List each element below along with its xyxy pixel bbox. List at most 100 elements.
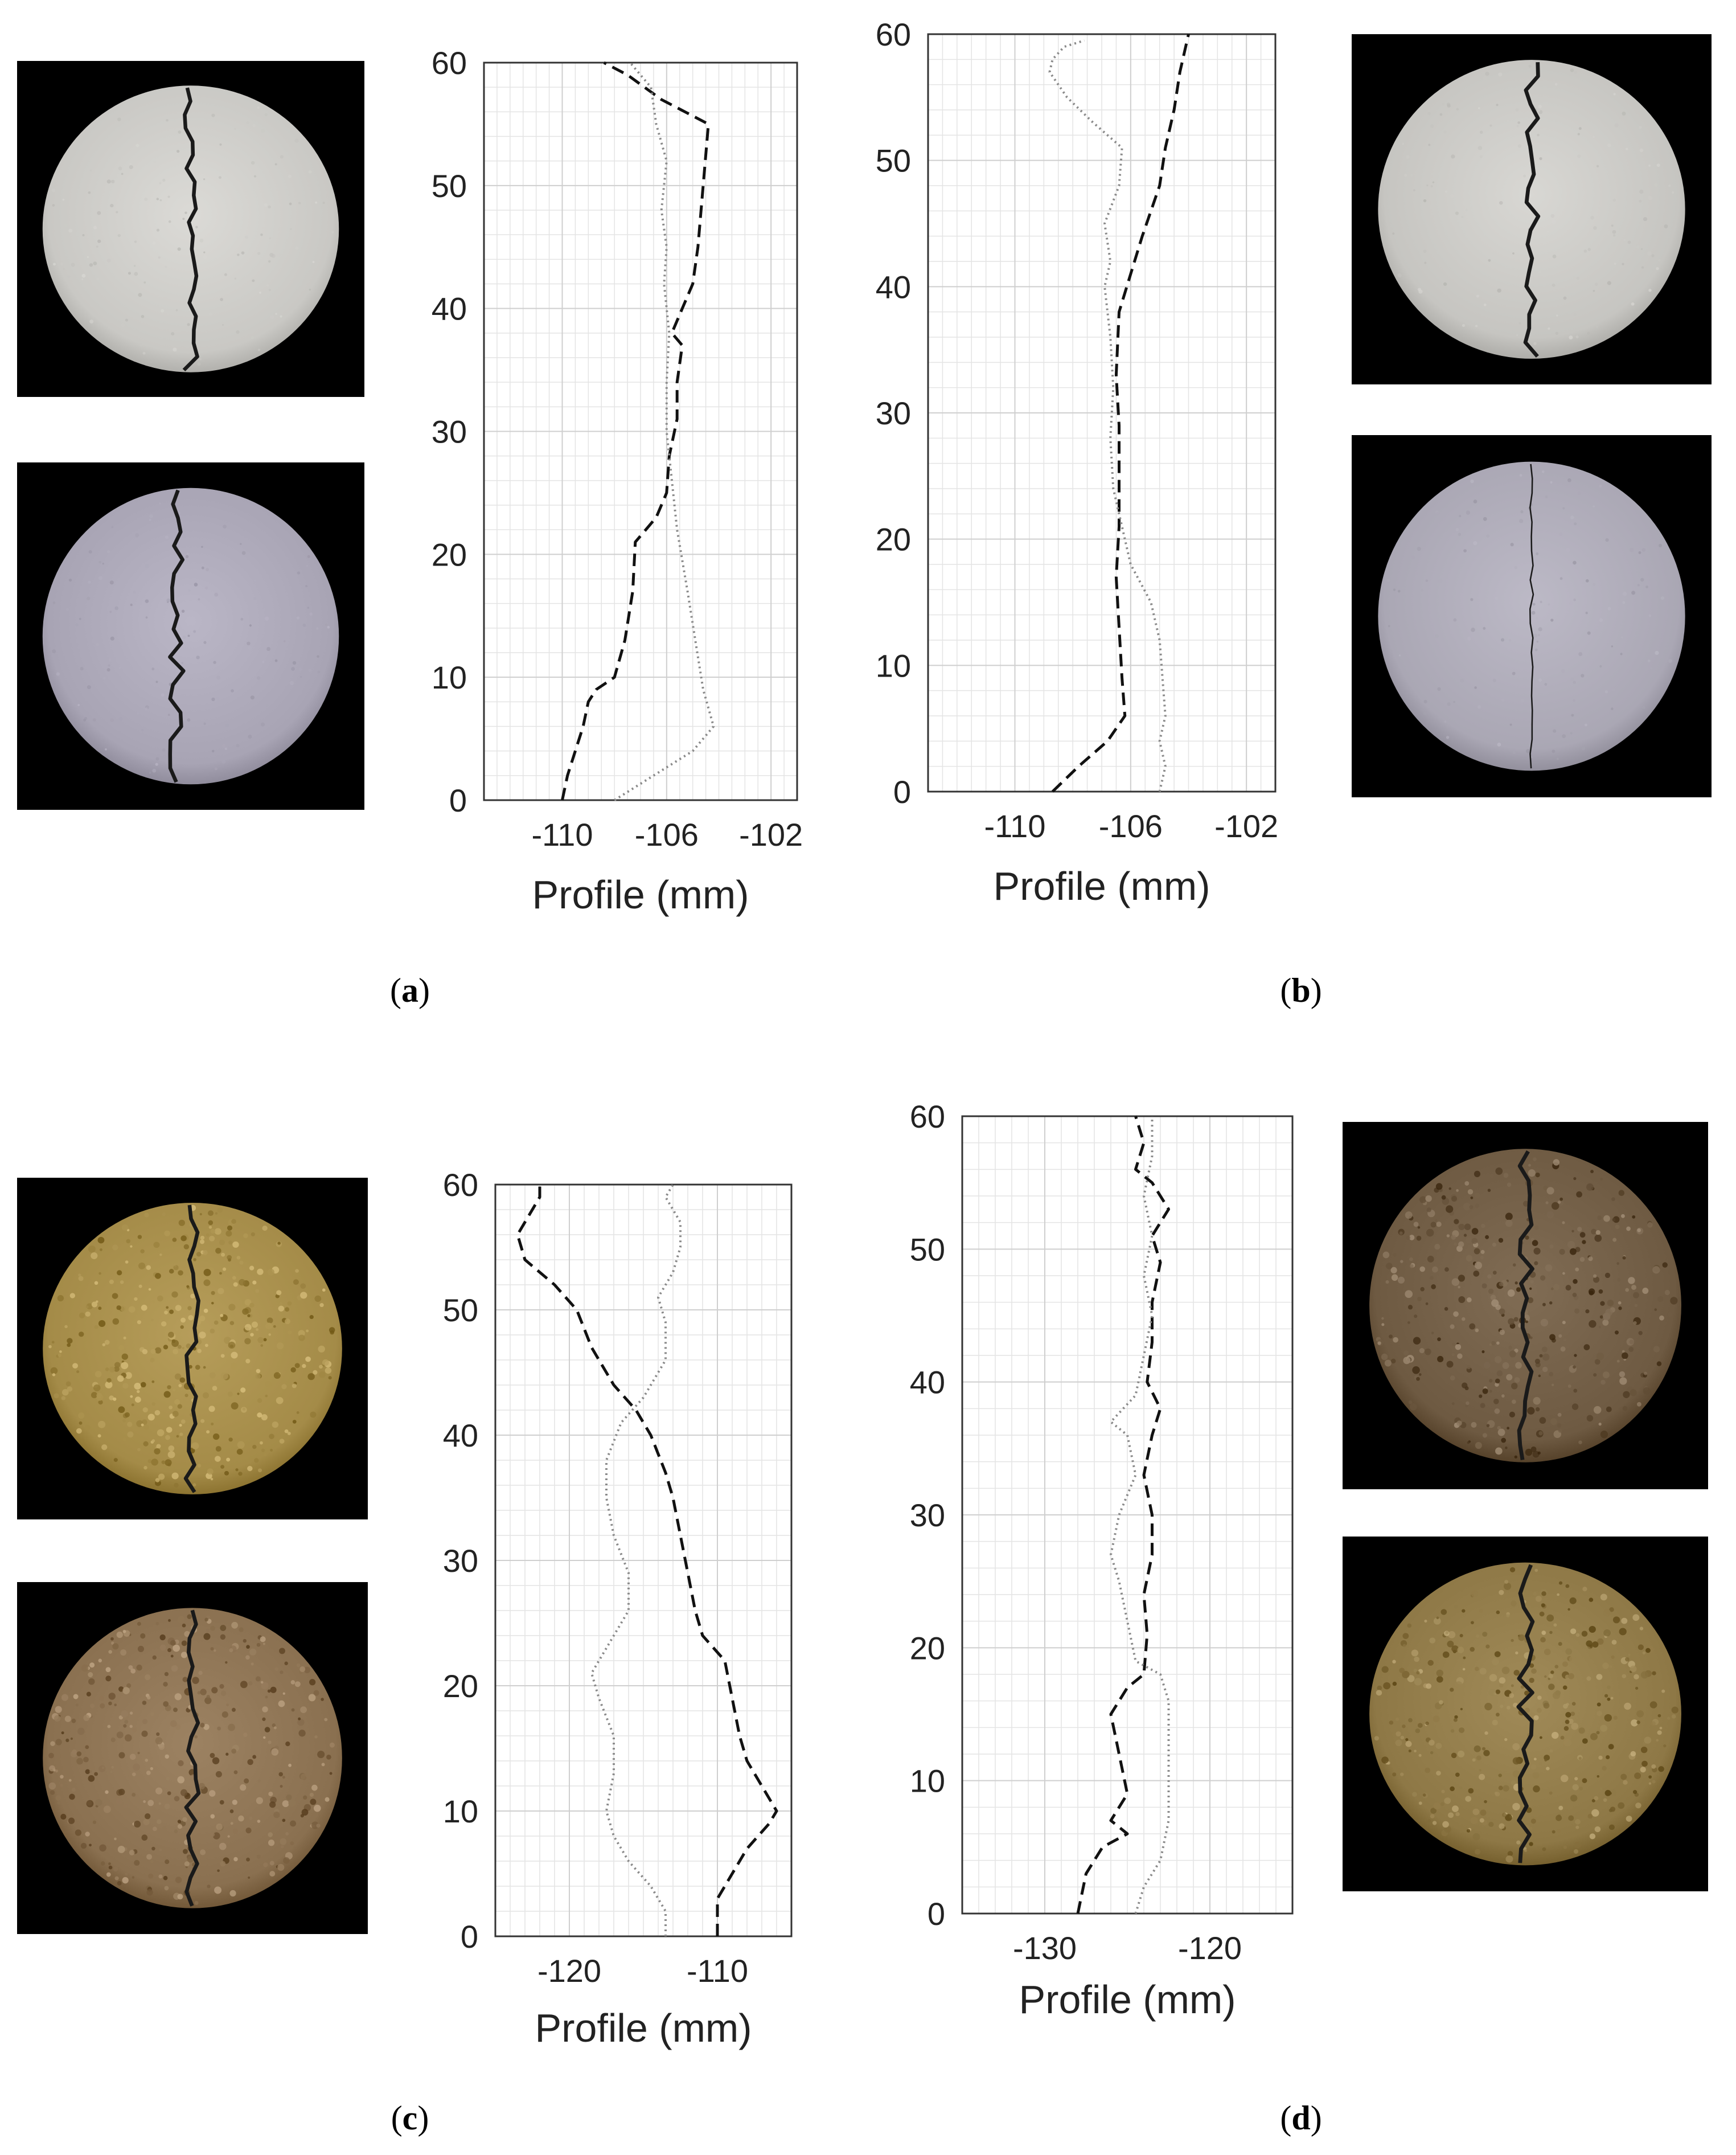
profile-chart-a: 0 10 20 30 40 50 60 -110 -106 -102 Profile (mm) bbox=[399, 45, 854, 940]
specimen-disc-image bbox=[42, 85, 339, 372]
caption-d-close: ) bbox=[1310, 2099, 1322, 2137]
specimen-disc-image bbox=[43, 1608, 342, 1908]
y-tick-label: 30 bbox=[910, 1497, 945, 1533]
x-axis-label: Profile (mm) bbox=[535, 2006, 752, 2050]
caption-c-letter: c bbox=[402, 2099, 418, 2137]
specimen-photo-a-bottom bbox=[17, 462, 364, 810]
y-tick-label: 10 bbox=[443, 1793, 478, 1829]
x-axis-label: Profile (mm) bbox=[993, 864, 1210, 908]
specimen-photo-c-bottom bbox=[17, 1582, 368, 1934]
x-tick-label: -102 bbox=[1214, 808, 1278, 844]
grid bbox=[962, 1116, 1293, 1914]
specimen-photo-b-top bbox=[1352, 34, 1712, 384]
grid bbox=[495, 1184, 792, 1937]
axes-frame bbox=[961, 1115, 1294, 1915]
crack-line bbox=[183, 1204, 200, 1493]
y-tick-label: 20 bbox=[432, 536, 467, 572]
profile-chart-d: 0 10 20 30 40 50 60 -130 -120 Profile (mm) bbox=[865, 1093, 1355, 2027]
y-tick-label: 40 bbox=[910, 1365, 945, 1400]
caption-b-letter: b bbox=[1291, 972, 1311, 1009]
x-axis-label: Profile (mm) bbox=[1019, 1977, 1236, 2022]
specimen-disc-image bbox=[1378, 60, 1685, 359]
specimen-photo-c-top bbox=[17, 1178, 368, 1519]
x-tick-label: -120 bbox=[537, 1953, 601, 1989]
profile-chart-b: 0 10 20 30 40 50 60 -110 -106 -102 Profile (mm) bbox=[843, 11, 1332, 934]
x-tick-label: -102 bbox=[739, 817, 803, 853]
specimen-disc-image bbox=[1369, 1562, 1681, 1866]
specimen-disc-image bbox=[1378, 461, 1685, 771]
x-axis-label: Profile (mm) bbox=[532, 872, 749, 917]
y-tick-label: 40 bbox=[443, 1417, 478, 1453]
dotted-profile-line bbox=[590, 1183, 682, 1936]
specimen-photo-a-top bbox=[17, 61, 364, 397]
y-tick-label: 30 bbox=[432, 414, 467, 450]
caption-d-open: ( bbox=[1280, 2099, 1292, 2137]
y-tick-label: 40 bbox=[876, 269, 911, 305]
caption-b-open: ( bbox=[1280, 972, 1292, 1009]
specimen-disc bbox=[42, 487, 339, 785]
specimen-photo-b-bottom bbox=[1352, 435, 1712, 797]
dashed-profile-line bbox=[1051, 34, 1190, 793]
y-tick-label: 50 bbox=[910, 1231, 945, 1267]
x-tick-label: -130 bbox=[1013, 1930, 1077, 1966]
y-tick-label: 40 bbox=[432, 291, 467, 327]
caption-b: (b) bbox=[1267, 971, 1335, 1010]
x-tick-label: -110 bbox=[532, 817, 593, 853]
axes-frame bbox=[483, 62, 798, 801]
caption-d: (d) bbox=[1267, 2099, 1335, 2138]
specimen-disc-image bbox=[42, 487, 339, 785]
y-tick-label: 30 bbox=[876, 395, 911, 431]
specimen-disc-image bbox=[43, 1203, 342, 1494]
y-tick-label: 0 bbox=[893, 774, 911, 810]
axes-frame bbox=[494, 1183, 793, 1937]
y-tick-label: 0 bbox=[461, 1919, 478, 1955]
y-tick-label: 50 bbox=[876, 143, 911, 179]
dashed-profile-line bbox=[561, 61, 710, 801]
crack-line bbox=[1529, 464, 1534, 769]
y-tick-label: 60 bbox=[910, 1099, 945, 1134]
crack-line bbox=[1523, 62, 1541, 358]
y-tick-label: 30 bbox=[443, 1543, 478, 1579]
y-tick-label: 60 bbox=[443, 1167, 478, 1203]
caption-a-open: ( bbox=[390, 972, 401, 1009]
caption-d-letter: d bbox=[1291, 2099, 1311, 2137]
y-tick-label: 0 bbox=[449, 782, 467, 818]
x-tick-label: -106 bbox=[1099, 808, 1163, 844]
x-tick-label: -110 bbox=[984, 808, 1046, 844]
x-tick-label: -106 bbox=[635, 817, 699, 853]
x-tick-label: -120 bbox=[1178, 1930, 1242, 1966]
y-tick-label: 50 bbox=[443, 1292, 478, 1328]
caption-a: (a) bbox=[376, 971, 444, 1010]
crack-line bbox=[184, 1609, 201, 1907]
x-tick-label: -110 bbox=[687, 1953, 748, 1989]
grid bbox=[927, 34, 1276, 792]
specimen-disc-image bbox=[1369, 1149, 1681, 1462]
specimen-photo-d-top bbox=[1343, 1122, 1708, 1489]
crack-line bbox=[1516, 1564, 1535, 1863]
crack-line bbox=[1517, 1150, 1534, 1460]
specimen-photo-d-bottom bbox=[1343, 1537, 1708, 1891]
caption-c: (c) bbox=[376, 2099, 444, 2138]
caption-b-close: ) bbox=[1310, 972, 1322, 1009]
y-tick-label: 20 bbox=[910, 1630, 945, 1666]
dotted-profile-line bbox=[614, 62, 715, 801]
dotted-profile-line bbox=[1048, 39, 1167, 792]
profile-chart-c: 0 10 20 30 40 50 60 -120 -110 Profile (mm) bbox=[410, 1162, 854, 2050]
y-tick-label: 60 bbox=[432, 45, 467, 81]
y-tick-label: 20 bbox=[876, 522, 911, 558]
y-tick-label: 0 bbox=[927, 1896, 945, 1932]
y-tick-label: 10 bbox=[910, 1763, 945, 1799]
caption-c-close: ) bbox=[417, 2099, 429, 2137]
caption-a-close: ) bbox=[418, 972, 430, 1009]
caption-a-letter: a bbox=[401, 972, 418, 1009]
y-tick-label: 20 bbox=[443, 1668, 478, 1704]
caption-c-open: ( bbox=[391, 2099, 403, 2137]
crack-line bbox=[168, 489, 186, 783]
dashed-profile-line bbox=[1076, 1116, 1170, 1914]
axes-frame bbox=[927, 33, 1277, 793]
y-tick-label: 10 bbox=[876, 648, 911, 683]
dotted-profile-line bbox=[1110, 1116, 1170, 1914]
y-tick-label: 50 bbox=[432, 168, 467, 204]
y-tick-label: 60 bbox=[876, 17, 911, 52]
y-tick-label: 10 bbox=[432, 659, 467, 695]
